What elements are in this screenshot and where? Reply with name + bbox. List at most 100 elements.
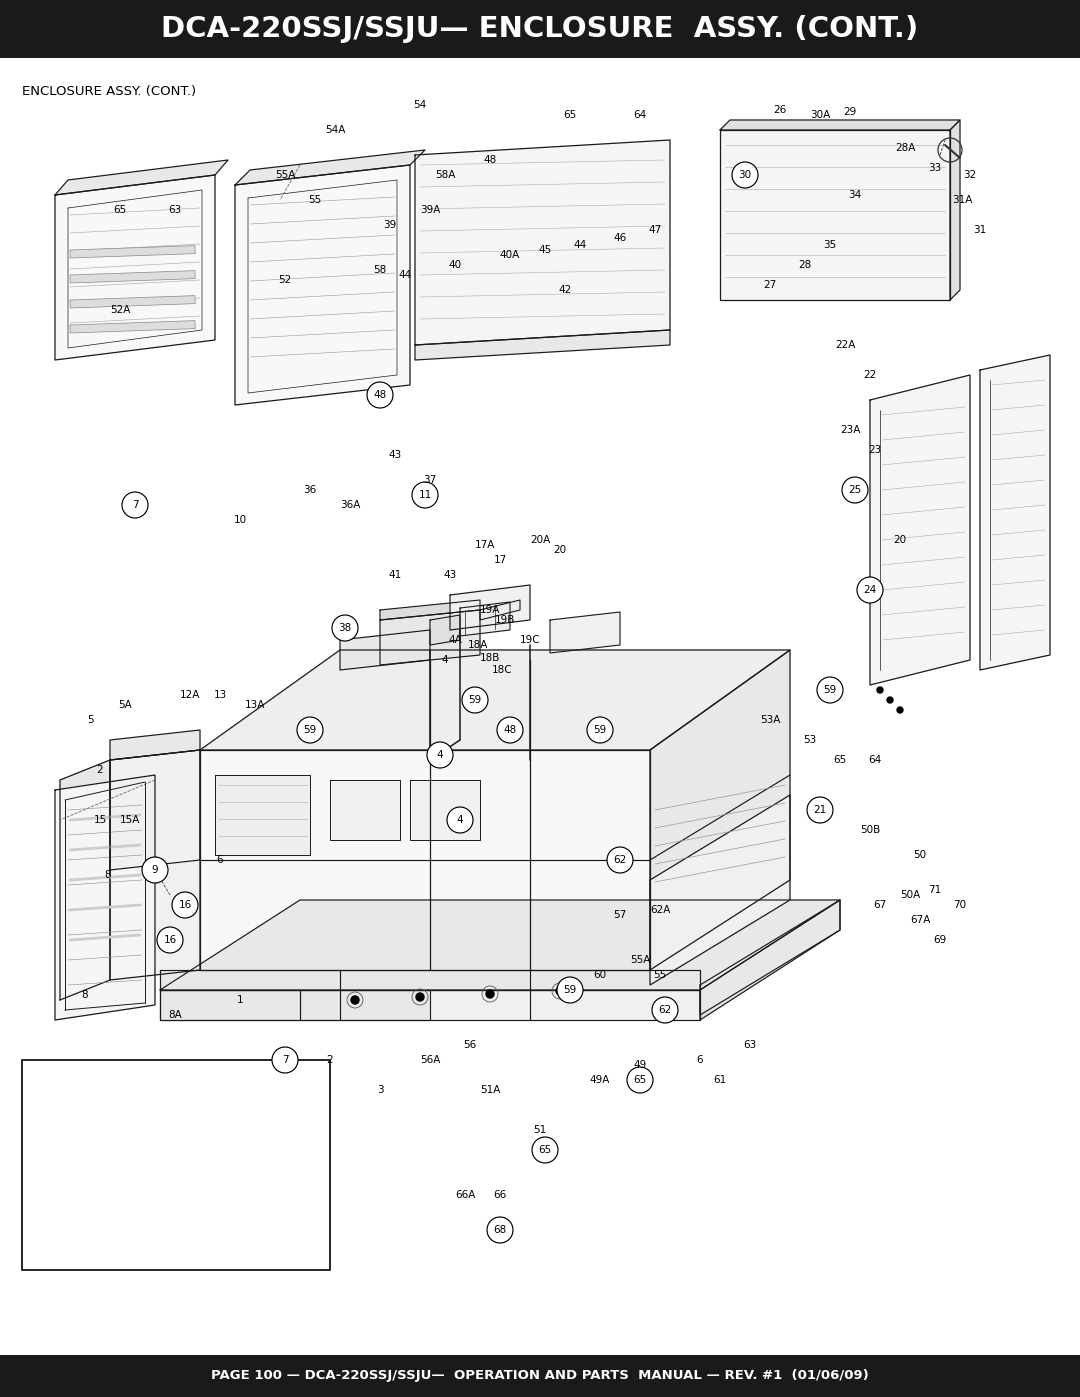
Text: 7: 7 bbox=[132, 500, 138, 510]
Circle shape bbox=[557, 977, 583, 1003]
Text: 65: 65 bbox=[834, 754, 847, 766]
Text: 58: 58 bbox=[374, 265, 387, 275]
Text: 55: 55 bbox=[309, 196, 322, 205]
Text: 48: 48 bbox=[503, 725, 516, 735]
Text: 56A: 56A bbox=[420, 1055, 441, 1065]
Text: 1-ORANGE           5-BLACK: 1-ORANGE 5-BLACK bbox=[30, 1130, 153, 1139]
Polygon shape bbox=[980, 355, 1050, 671]
Polygon shape bbox=[415, 140, 670, 345]
Text: 63: 63 bbox=[168, 205, 181, 215]
Polygon shape bbox=[330, 780, 400, 840]
Text: 12A: 12A bbox=[179, 690, 200, 700]
Text: 54: 54 bbox=[414, 101, 427, 110]
Text: 52: 52 bbox=[279, 275, 292, 285]
Circle shape bbox=[487, 1217, 513, 1243]
Circle shape bbox=[172, 893, 198, 918]
Polygon shape bbox=[415, 330, 670, 360]
Text: 21: 21 bbox=[813, 805, 826, 814]
Text: 62: 62 bbox=[659, 1004, 672, 1016]
Polygon shape bbox=[300, 990, 430, 1020]
Text: 53A: 53A bbox=[760, 715, 780, 725]
Text: 2-WHITE              6-CATERPILLAR YELLOW: 2-WHITE 6-CATERPILLAR YELLOW bbox=[30, 1144, 226, 1154]
Text: 66A: 66A bbox=[455, 1190, 475, 1200]
Text: 66: 66 bbox=[494, 1190, 507, 1200]
Text: 18A: 18A bbox=[468, 640, 488, 650]
Polygon shape bbox=[720, 120, 960, 130]
Text: 2: 2 bbox=[97, 766, 104, 775]
Text: ENCLOSURE ASSY. (CONT.): ENCLOSURE ASSY. (CONT.) bbox=[22, 85, 197, 98]
Text: 28A: 28A bbox=[895, 142, 915, 154]
Text: 68: 68 bbox=[494, 1225, 507, 1235]
Text: 18B: 18B bbox=[480, 652, 500, 664]
Text: PAGE 100 — DCA-220SSJ/SSJU—  OPERATION AND PARTS  MANUAL — REV. #1  (01/06/09): PAGE 100 — DCA-220SSJ/SSJU— OPERATION AN… bbox=[211, 1369, 869, 1383]
Text: 30: 30 bbox=[739, 170, 752, 180]
Text: 16: 16 bbox=[178, 900, 191, 909]
Circle shape bbox=[877, 687, 883, 693]
Text: 5: 5 bbox=[86, 715, 93, 725]
Text: 55: 55 bbox=[653, 970, 666, 981]
Text: 30A: 30A bbox=[810, 110, 831, 120]
Text: 20A: 20A bbox=[530, 535, 550, 545]
Text: 7: 7 bbox=[282, 1055, 288, 1065]
Circle shape bbox=[887, 697, 893, 703]
Text: 19B: 19B bbox=[495, 615, 515, 624]
Text: 59: 59 bbox=[823, 685, 837, 694]
Circle shape bbox=[157, 928, 183, 953]
Polygon shape bbox=[650, 650, 789, 970]
Circle shape bbox=[351, 996, 359, 1004]
Bar bbox=[70, 271, 195, 284]
Text: 34: 34 bbox=[849, 190, 862, 200]
Text: 52A: 52A bbox=[110, 305, 131, 314]
Text: 3: 3 bbox=[377, 1085, 383, 1095]
Text: 27: 27 bbox=[764, 279, 777, 291]
Text: 65: 65 bbox=[538, 1146, 552, 1155]
Circle shape bbox=[897, 707, 903, 712]
Text: 13: 13 bbox=[214, 690, 227, 700]
Text: 8: 8 bbox=[105, 870, 111, 880]
Polygon shape bbox=[650, 795, 789, 985]
Text: 36: 36 bbox=[303, 485, 316, 495]
Polygon shape bbox=[480, 599, 519, 620]
Text: 37: 37 bbox=[423, 475, 436, 485]
Circle shape bbox=[367, 381, 393, 408]
Text: 65: 65 bbox=[113, 205, 126, 215]
Text: 40A: 40A bbox=[500, 250, 521, 260]
Circle shape bbox=[486, 990, 494, 997]
Text: 17: 17 bbox=[494, 555, 507, 564]
Polygon shape bbox=[430, 615, 460, 645]
Bar bbox=[0, 0, 1080, 59]
Polygon shape bbox=[110, 750, 200, 981]
Text: 35: 35 bbox=[823, 240, 837, 250]
Text: 67: 67 bbox=[874, 900, 887, 909]
Circle shape bbox=[607, 847, 633, 873]
Circle shape bbox=[816, 678, 843, 703]
Text: 69: 69 bbox=[933, 935, 947, 944]
Text: 57: 57 bbox=[613, 909, 626, 921]
Bar bbox=[70, 246, 195, 258]
Bar bbox=[22, 1060, 330, 1270]
Text: 65: 65 bbox=[564, 110, 577, 120]
Circle shape bbox=[732, 162, 758, 189]
Polygon shape bbox=[410, 780, 480, 840]
Circle shape bbox=[462, 687, 488, 712]
Text: 31: 31 bbox=[973, 225, 987, 235]
Text: 20: 20 bbox=[553, 545, 567, 555]
Text: 59: 59 bbox=[564, 985, 577, 995]
Text: 38: 38 bbox=[338, 623, 352, 633]
Text: 42: 42 bbox=[558, 285, 571, 295]
Polygon shape bbox=[55, 161, 228, 196]
Text: 19C: 19C bbox=[519, 636, 540, 645]
Text: 50: 50 bbox=[914, 849, 927, 861]
Text: 19A: 19A bbox=[480, 605, 500, 615]
Text: 5A: 5A bbox=[118, 700, 132, 710]
Text: 53: 53 bbox=[804, 735, 816, 745]
Polygon shape bbox=[720, 130, 950, 300]
Circle shape bbox=[652, 997, 678, 1023]
Polygon shape bbox=[700, 900, 840, 1020]
Text: 64: 64 bbox=[868, 754, 881, 766]
Text: 31A: 31A bbox=[951, 196, 972, 205]
Text: 62: 62 bbox=[613, 855, 626, 865]
Text: 23A: 23A bbox=[840, 425, 860, 434]
Text: 48: 48 bbox=[484, 155, 497, 165]
Circle shape bbox=[272, 1046, 298, 1073]
